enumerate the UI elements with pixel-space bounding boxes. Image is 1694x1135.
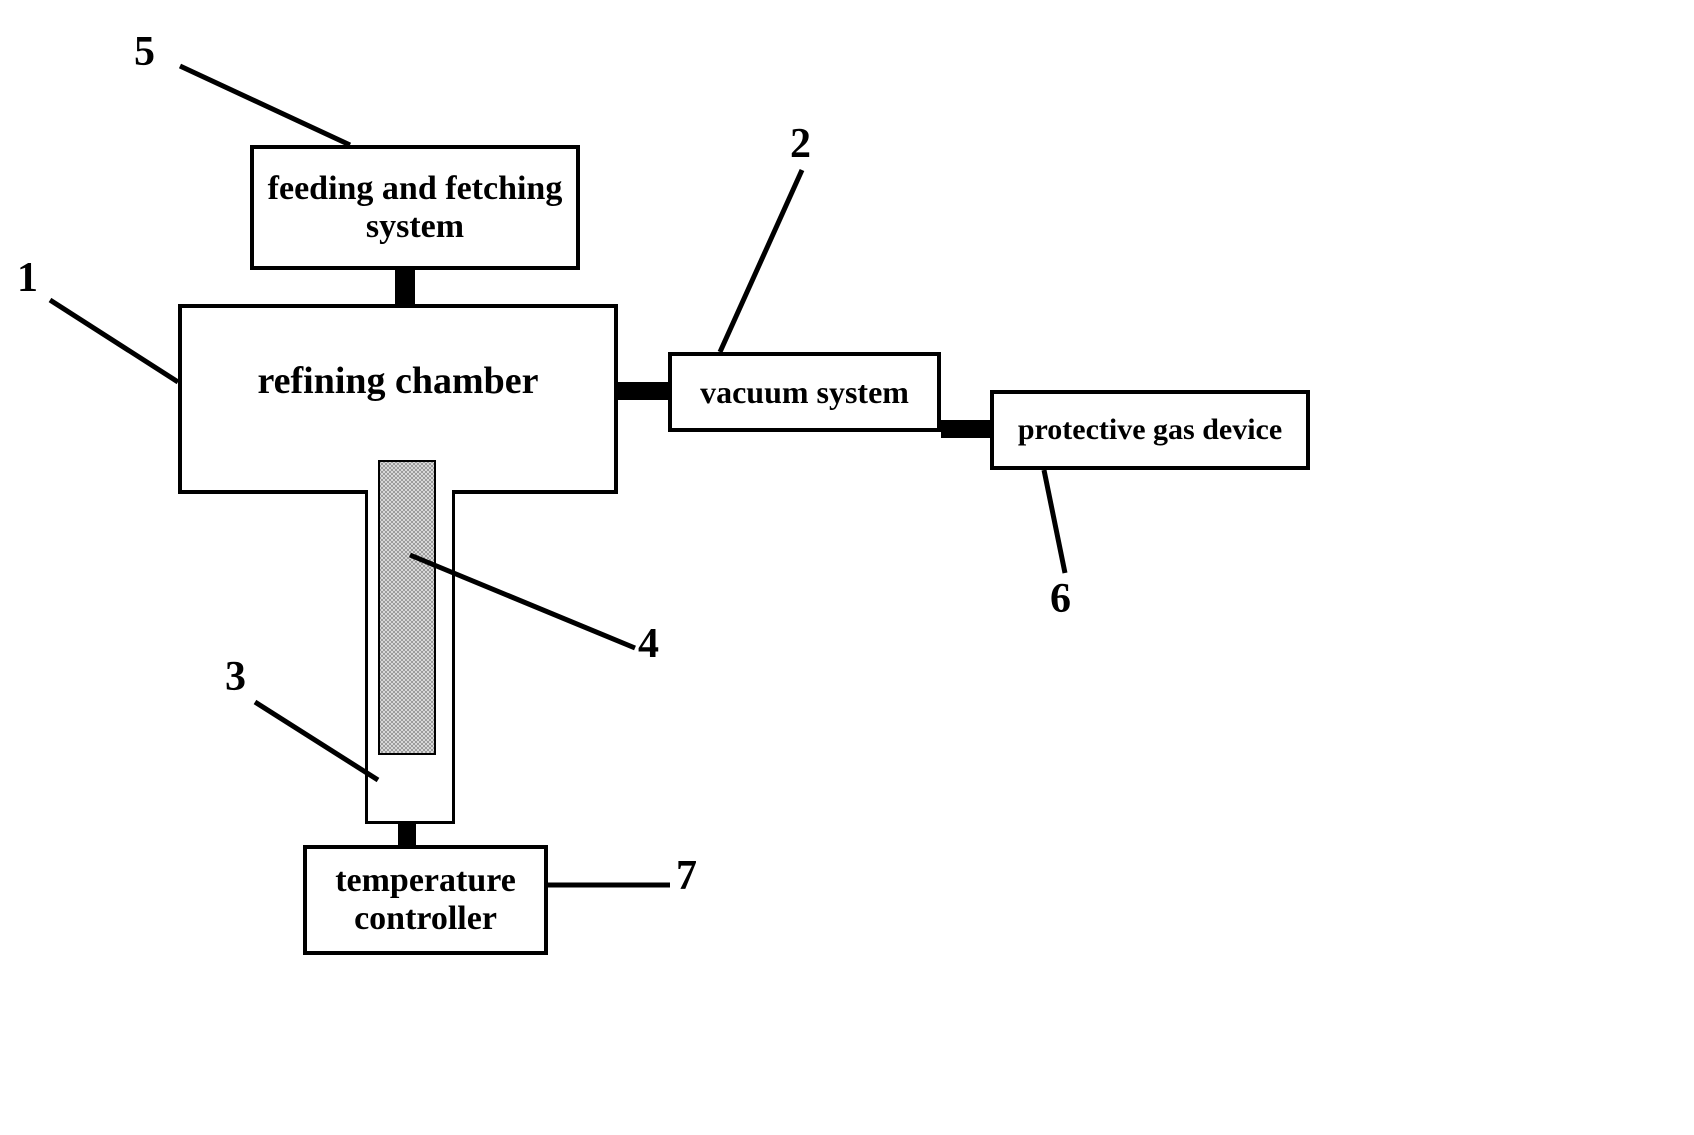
vacuum-system-box: vacuum system [668, 352, 941, 432]
callout-num-1: 1 [17, 254, 38, 302]
connector-tube-temperature [398, 824, 416, 845]
callout-num-7: 7 [676, 852, 697, 900]
refining-label: refining chamber [257, 359, 538, 403]
callout-line-3 [255, 702, 378, 780]
temperature-controller-box: temperature controller [303, 845, 548, 955]
connector-vacuum-protective [941, 420, 990, 438]
temperature-label: temperature controller [307, 862, 544, 938]
feeding-label: feeding and fetching system [254, 170, 576, 246]
callout-line-1 [50, 300, 178, 382]
connector-refining-vacuum [618, 382, 668, 400]
vacuum-label: vacuum system [700, 374, 909, 411]
callout-num-3: 3 [225, 653, 246, 701]
heater-element [378, 460, 436, 755]
protective-label: protective gas device [1018, 413, 1282, 447]
callout-num-6: 6 [1050, 575, 1071, 623]
connector-feeding-refining [395, 270, 415, 304]
callout-line-6 [1044, 470, 1065, 573]
callout-line-5 [180, 66, 350, 145]
protective-gas-box: protective gas device [990, 390, 1310, 470]
callout-num-4: 4 [638, 620, 659, 668]
callout-num-2: 2 [790, 120, 811, 168]
callout-num-5: 5 [134, 28, 155, 76]
feeding-box: feeding and fetching system [250, 145, 580, 270]
callout-line-2 [720, 170, 802, 352]
